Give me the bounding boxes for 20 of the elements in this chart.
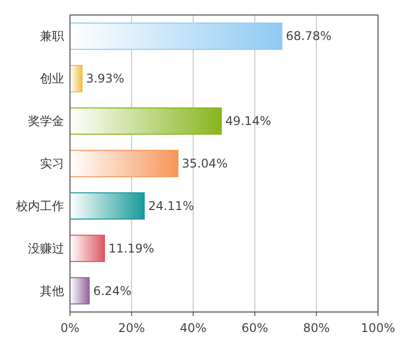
x-tick-label: 40% <box>180 321 207 335</box>
y-tick-label: 实习 <box>40 156 64 170</box>
data-label: 3.93% <box>86 72 124 86</box>
data-label: 35.04% <box>182 156 228 170</box>
y-tick-label: 兼职 <box>40 29 64 44</box>
data-label: 24.11% <box>148 198 194 213</box>
x-tick-label: 0% <box>60 321 80 335</box>
data-label: 6.24% <box>93 284 132 298</box>
y-tick-label: 奖学金 <box>28 114 64 128</box>
x-tick-label: 100% <box>360 321 396 335</box>
data-label: 11.19% <box>108 241 154 256</box>
data-label: 49.14% <box>225 114 272 128</box>
y-tick-label: 校内工作 <box>15 198 64 213</box>
data-label: 68.78% <box>286 29 332 44</box>
x-tick-label: 20% <box>118 321 145 335</box>
y-tick-label: 创业 <box>40 72 64 86</box>
x-tick-label: 60% <box>241 321 268 335</box>
y-tick-label: 其他 <box>40 284 64 298</box>
x-tick-label: 80% <box>303 321 330 335</box>
y-tick-label: 没赚过 <box>28 241 64 256</box>
